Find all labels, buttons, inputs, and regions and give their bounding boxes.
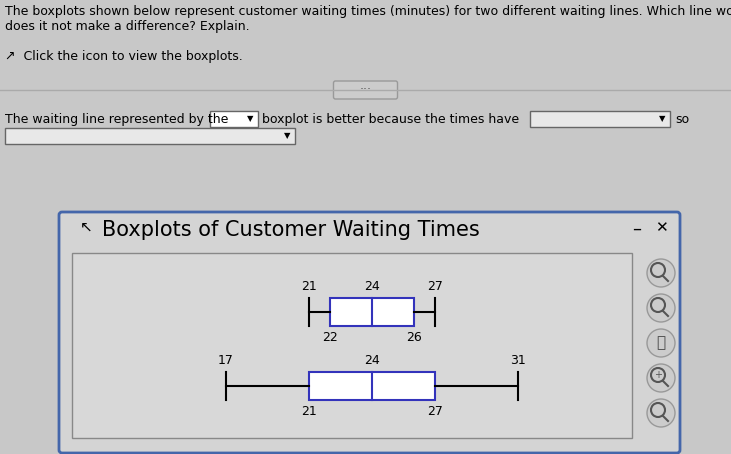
Text: ✕: ✕ — [655, 220, 667, 235]
Bar — [210, 111, 258, 127]
Circle shape — [647, 364, 675, 392]
Bar — [72, 253, 632, 438]
Text: ···: ··· — [360, 84, 371, 97]
Text: 24: 24 — [364, 354, 380, 367]
Text: ▼: ▼ — [284, 132, 290, 140]
Text: boxplot is better because the times have: boxplot is better because the times have — [262, 113, 519, 126]
Text: ⤢: ⤢ — [656, 336, 665, 350]
Circle shape — [647, 259, 675, 287]
Text: +: + — [654, 370, 662, 380]
Text: The boxplots shown below represent customer waiting times (minutes) for two diff: The boxplots shown below represent custo… — [5, 5, 731, 18]
FancyBboxPatch shape — [333, 81, 398, 99]
Bar — [330, 298, 414, 326]
Text: 22: 22 — [322, 331, 338, 344]
Text: does it not make a difference? Explain.: does it not make a difference? Explain. — [5, 20, 249, 33]
Text: 31: 31 — [510, 354, 526, 367]
Text: ↖: ↖ — [80, 220, 93, 235]
Text: ▼: ▼ — [659, 114, 665, 123]
Text: 24: 24 — [364, 280, 380, 293]
Text: 21: 21 — [301, 405, 317, 418]
Text: 21: 21 — [301, 280, 317, 293]
Text: Boxplots of Customer Waiting Times: Boxplots of Customer Waiting Times — [102, 220, 480, 240]
Text: 27: 27 — [427, 280, 443, 293]
Text: ▼: ▼ — [247, 114, 253, 123]
Bar — [5, 128, 295, 144]
Bar — [309, 372, 435, 400]
Text: 27: 27 — [427, 405, 443, 418]
FancyBboxPatch shape — [59, 212, 680, 453]
Circle shape — [647, 294, 675, 322]
Text: ↗  Click the icon to view the boxplots.: ↗ Click the icon to view the boxplots. — [5, 50, 243, 63]
Text: so: so — [675, 113, 689, 126]
Text: 26: 26 — [406, 331, 422, 344]
Text: The waiting line represented by the: The waiting line represented by the — [5, 113, 228, 126]
Circle shape — [647, 399, 675, 427]
Bar — [530, 111, 670, 127]
Circle shape — [647, 329, 675, 357]
Text: –: – — [632, 220, 641, 238]
Text: 17: 17 — [218, 354, 234, 367]
